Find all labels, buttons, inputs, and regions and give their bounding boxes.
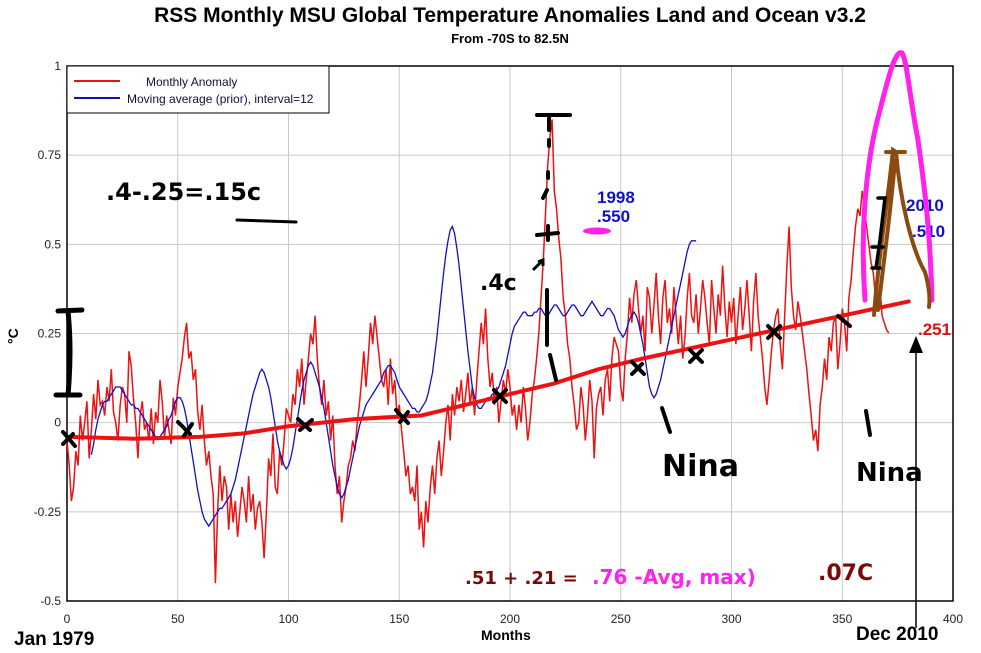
bracket-1998 xyxy=(535,113,572,382)
nina-tick-1 xyxy=(660,406,672,434)
y-tick-label: 1 xyxy=(54,59,61,73)
last-value-label: .251 xyxy=(918,320,951,339)
x-tick-label: 350 xyxy=(832,612,852,626)
trend-x-marks xyxy=(61,314,852,448)
x-axis-title: Months xyxy=(481,627,531,643)
x-tick-label: 150 xyxy=(389,612,409,626)
x-tick-label: 200 xyxy=(500,612,520,626)
x-tick-label: 0 xyxy=(64,612,71,626)
x-tick-label: 100 xyxy=(278,612,298,626)
series-monthly-anomaly xyxy=(66,119,890,584)
y-tick-label: 0 xyxy=(54,416,61,430)
x-tick-label: 50 xyxy=(171,612,185,626)
chart-subtitle: From -70S to 82.5N xyxy=(451,31,569,46)
bracket-left xyxy=(53,307,85,398)
arrow-4c xyxy=(531,257,545,272)
end-date-label: Dec 2010 xyxy=(856,624,938,645)
peak-1998-year: 1998 xyxy=(597,188,635,207)
hand-calc-underline xyxy=(235,218,298,224)
legend-label-anomaly: Monthly Anomaly xyxy=(146,75,237,89)
peak-1998-marker xyxy=(583,227,611,235)
hand-annotations: .4-.25=.15c .4c 1998 .550 2010 .510 .251… xyxy=(53,50,951,628)
start-date-label: Jan 1979 xyxy=(14,629,94,650)
hand-4c-text: .4c xyxy=(480,271,517,296)
x-tick-label: 250 xyxy=(611,612,631,626)
bottom-formula-end: .07C xyxy=(818,561,873,586)
y-tick-label: 0.75 xyxy=(38,148,62,162)
nina-label-2: Nina xyxy=(856,458,923,488)
nina-label-1: Nina xyxy=(662,449,739,484)
plot-frame xyxy=(66,65,954,602)
y-tick-label: -0.5 xyxy=(40,594,61,608)
legend-label-moving-average: Moving average (prior), interval=12 xyxy=(127,92,314,106)
x-axis-ticks: 0 50 100 150 200 250 300 350 400 xyxy=(64,612,964,626)
x-tick-label: 300 xyxy=(721,612,741,626)
chart-title: RSS Monthly MSU Global Temperature Anoma… xyxy=(154,4,866,27)
legend: Monthly Anomaly Moving average (prior), … xyxy=(66,65,330,114)
y-axis-ticks: 1 0.75 0.5 0.25 0 -0.25 -0.5 xyxy=(34,59,62,608)
nina-tick-2 xyxy=(864,409,872,437)
hand-calc-text: .4-.25=.15c xyxy=(106,178,261,206)
y-tick-label: 0.5 xyxy=(44,237,61,251)
grid xyxy=(66,65,954,602)
hand-drawn-trend-line xyxy=(65,299,911,441)
peak-1998-value: .550 xyxy=(597,207,630,226)
brown-peak-outline xyxy=(872,146,932,317)
pink-peak-outline xyxy=(860,50,935,303)
bracket-2010 xyxy=(870,196,887,270)
y-axis-title: °C xyxy=(5,328,21,344)
bottom-formula-dark: .51 + .21 = xyxy=(465,568,578,589)
dec-2010-arrow-head xyxy=(909,336,923,353)
bottom-formula-pink: .76 -Avg, max) xyxy=(592,565,756,589)
series-moving-average xyxy=(90,224,697,528)
x-tick-label: 400 xyxy=(943,612,963,626)
y-tick-label: 0.25 xyxy=(38,327,62,341)
y-tick-label: -0.25 xyxy=(34,505,62,519)
